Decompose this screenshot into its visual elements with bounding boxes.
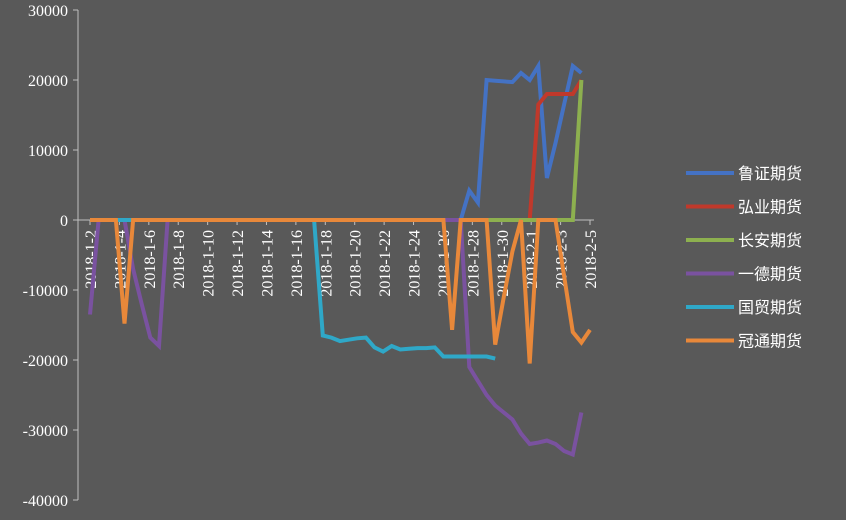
series-line-0: [90, 59, 583, 222]
x-tick-label: 2018-1-14: [259, 230, 276, 297]
series-line-2: [90, 79, 584, 222]
legend-label: 冠通期货: [738, 333, 802, 351]
x-tick-label: 2018-1-24: [407, 230, 424, 297]
x-tick-label: 2018-1-8: [171, 230, 188, 289]
legend-label: 一德期货: [738, 266, 802, 284]
legend-label: 国贸期货: [738, 299, 802, 317]
x-tick-label: 2018-1-6: [142, 230, 159, 289]
legend-label: 弘业期货: [738, 199, 802, 217]
x-tick-label: 2018-1-28: [465, 230, 482, 297]
y-tick-label: -40000: [23, 493, 68, 510]
series-line-1: [90, 78, 584, 222]
series-line-5: [90, 218, 592, 364]
x-tick-label: 2018-1-20: [348, 230, 365, 297]
x-tick-label: 2018-1-18: [318, 230, 335, 297]
x-tick-label: 2018-1-12: [230, 230, 247, 297]
y-tick-label: 20000: [28, 73, 68, 90]
y-tick-label: -10000: [23, 283, 68, 300]
y-tick-label: 0: [60, 213, 68, 230]
x-tick-label: 2018-1-22: [377, 230, 394, 297]
x-tick-label: 2018-1-10: [201, 230, 218, 297]
y-tick-label: 30000: [28, 3, 68, 20]
y-tick-label: -20000: [23, 353, 68, 370]
y-tick-label: 10000: [28, 143, 68, 160]
legend-label: 鲁证期货: [738, 165, 802, 183]
x-tick-label: 2018-2-5: [583, 230, 600, 289]
x-tick-label: 2018-1-16: [289, 230, 306, 297]
legend-label: 长安期货: [738, 232, 802, 250]
series-lines: [88, 59, 592, 458]
y-tick-label: -30000: [23, 423, 68, 440]
